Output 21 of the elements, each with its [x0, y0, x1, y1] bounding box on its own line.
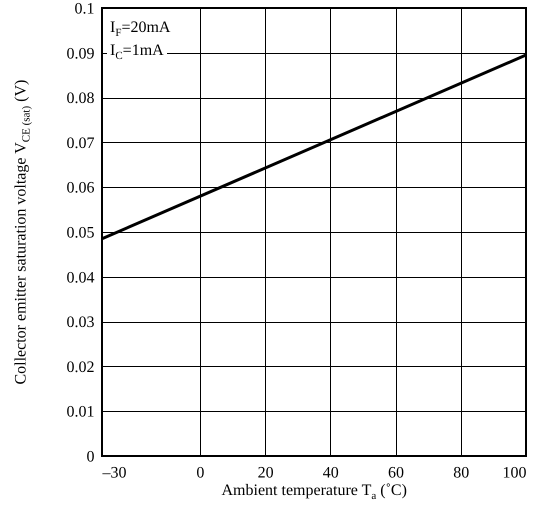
x-tick-label: 60 [388, 464, 404, 482]
y-tick-label: 0.09 [66, 45, 94, 62]
y-tick-label: 0.06 [66, 180, 94, 197]
x-tick-label: 100 [502, 464, 526, 482]
x-tick-label: 20 [258, 464, 274, 482]
annotation: I$_{C}$=1mA [107, 41, 167, 66]
y-tick-label: 0.04 [66, 269, 94, 286]
y-tick-label: 0.08 [66, 90, 94, 108]
y-tick-label: 0.03 [66, 314, 94, 332]
x-tick-label: 0 [196, 464, 204, 482]
y-tick-label: 0.1 [74, 0, 94, 18]
x-axis-title: Ambient temperature T$_{a}$ (˚C) [222, 482, 407, 502]
y-tick-label: 0.07 [66, 134, 94, 152]
y-tick-label: 0 [86, 448, 94, 466]
x-tick-label: 80 [453, 464, 470, 482]
y-tick-label: 0.05 [66, 224, 94, 242]
x-tick-label: –30 [102, 464, 126, 482]
annotation: I$_{F}$=20mA [107, 18, 174, 44]
y-tick-label: 0.02 [66, 358, 94, 376]
y-tick-label: 0.01 [66, 404, 94, 421]
x-tick-label: 40 [322, 464, 339, 482]
